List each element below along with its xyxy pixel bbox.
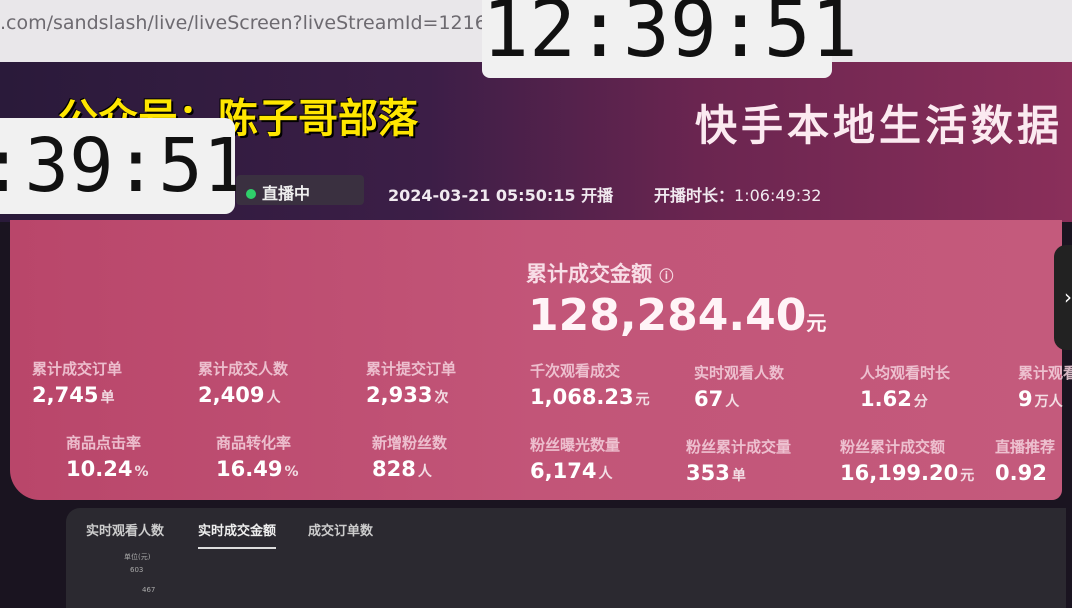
metric-card: 累计成交人数 2,409 人 (198, 358, 288, 407)
metric-value: 67 人 (694, 387, 740, 411)
metric-card: 新增粉丝数 828 人 (372, 432, 447, 481)
metric-label: 直播推荐 (995, 438, 1056, 456)
metric-card: 累计观看人数 9万人 (1018, 362, 1072, 411)
metric-label: 累计观看人数 (1018, 364, 1072, 382)
chart-area: 实时观看人数 实时成交金额 成交订单数 单位(元) 603 467 (66, 508, 1066, 608)
metric-value: 353 单 (686, 461, 746, 485)
metric-value: 10.24% (66, 457, 149, 481)
metric-label: 商品转化率 (216, 434, 292, 452)
metric-value: 2,409 人 (198, 383, 281, 407)
metric-card: 千次观看成交 1,068.23 元 (530, 360, 650, 409)
metric-label: 粉丝累计成交量 (686, 438, 792, 456)
metric-card: 累计成交订单 2,745 单 (32, 358, 122, 407)
question-circle-icon[interactable]: ⓘ (659, 269, 674, 285)
gmv-value: 128,284.40元 (528, 290, 827, 341)
metric-label: 累计成交订单 (32, 360, 123, 378)
metric-card: 累计提交订单 2,933 次 (366, 358, 456, 407)
metric-value: 2,933 次 (366, 383, 449, 407)
metric-label: 新增粉丝数 (372, 434, 448, 452)
tab-orders[interactable]: 成交订单数 (308, 524, 374, 539)
y-axis-unit: 单位(元) (124, 553, 151, 561)
metric-label: 人均观看时长 (860, 364, 951, 382)
duration-value: 1:06:49:32 (734, 186, 822, 205)
duration-label: 开播时长： (654, 186, 735, 205)
metric-card: 实时观看人数 67 人 (694, 362, 784, 411)
metric-card: 粉丝曝光数量 6,174 人 (530, 434, 620, 483)
metric-label: 千次观看成交 (530, 362, 621, 380)
metric-value: 16,199.20 元 (840, 461, 975, 485)
live-status-badge: 直播中 (236, 175, 364, 205)
y-tick: 603 (130, 566, 144, 574)
metric-card: 粉丝累计成交额 16,199.20 元 (840, 436, 974, 485)
metrics-panel (10, 220, 1062, 500)
brand-title: 快手本地生活数据 (695, 101, 1064, 150)
clock-overlay-top: 12:39:51 (482, 0, 858, 78)
metric-card: 人均观看时长 1.62 分 (860, 362, 950, 411)
tab-viewers[interactable]: 实时观看人数 (86, 524, 165, 539)
metric-value: 828 人 (372, 457, 432, 481)
metric-value: 0.92 (995, 461, 1047, 485)
metric-card: 商品转化率 16.49% (216, 432, 298, 481)
metric-label: 粉丝曝光数量 (530, 436, 621, 454)
gmv-label: 累计成交金额 ⓘ (526, 262, 674, 286)
metric-label: 商品点击率 (66, 434, 142, 452)
metric-value: 1,068.23 元 (530, 385, 650, 409)
metric-value: 16.49% (216, 457, 299, 481)
side-expand-button[interactable]: › (1054, 245, 1072, 350)
metric-label: 实时观看人数 (694, 364, 785, 382)
metric-card: 粉丝累计成交量 353 单 (686, 436, 791, 485)
live-dot-icon (246, 189, 256, 199)
metric-label: 粉丝累计成交额 (840, 438, 946, 456)
metric-value: 1.62 分 (860, 387, 928, 411)
metric-value: 9 万人 (1018, 387, 1063, 411)
metric-label: 累计成交人数 (198, 360, 289, 378)
clock-overlay-left: :39:51 (0, 118, 247, 214)
live-status-text: 直播中 (262, 184, 311, 203)
metric-card: 直播推荐 0.92 (995, 436, 1055, 485)
metric-value: 6,174 人 (530, 459, 613, 483)
metric-value: 2,745 单 (32, 383, 115, 407)
metric-card: 商品点击率 10.24% (66, 432, 148, 481)
y-tick: 467 (142, 586, 156, 594)
duration: 开播时长：1:06:49:32 (654, 182, 821, 206)
url-text: .com/sandslash/live/liveScreen?liveStrea… (0, 12, 524, 34)
tab-gmv[interactable]: 实时成交金额 (198, 520, 277, 549)
start-time: 2024-03-21 05:50:15 开播 (388, 186, 614, 205)
metric-label: 累计提交订单 (366, 360, 457, 378)
